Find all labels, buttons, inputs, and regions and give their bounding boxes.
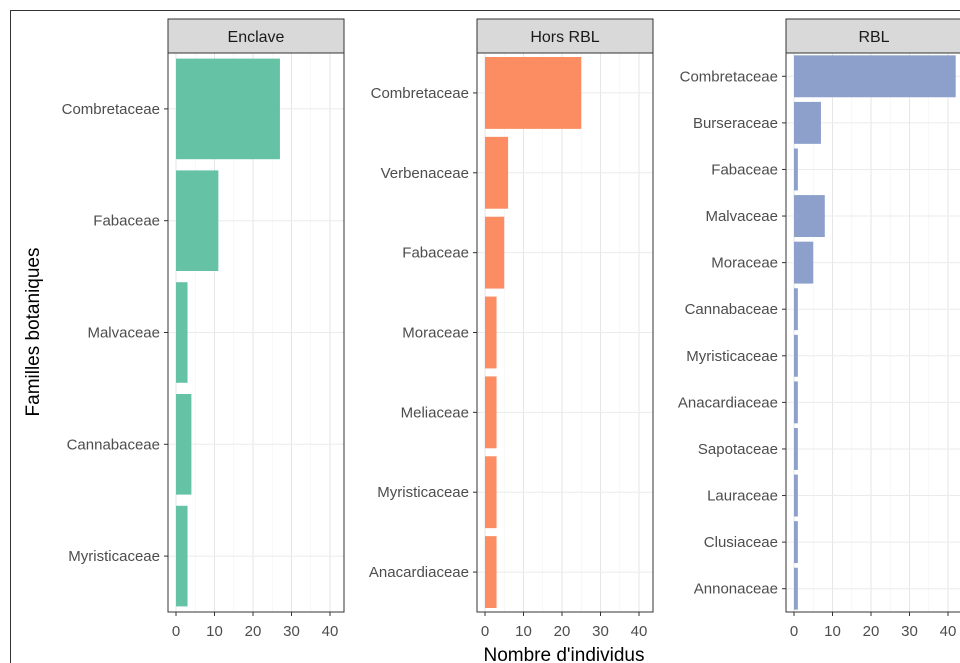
x-tick-label: 0 [790,623,798,640]
bar-myristicaceae [176,505,188,607]
bar-anacardiaceae [794,381,798,424]
y-tick-label: Fabaceae [93,213,160,230]
y-tick-label: Combretaceae [371,85,469,102]
y-tick-label: Malvaceae [705,208,778,225]
bar-verbenaceae [485,136,509,209]
bar-fabaceae [176,170,219,272]
x-tick-label: 40 [631,623,648,640]
bar-cannabaceae [176,393,192,495]
bar-sapotaceae [794,427,798,470]
y-tick-label: Fabaceae [402,245,469,262]
bar-moraceae [485,296,497,369]
bar-meliaceae [485,376,497,449]
bar-malvaceae [176,282,188,383]
y-tick-label: Myristicaceae [377,484,469,501]
y-tick-label: Lauraceae [707,488,778,505]
x-tick-label: 10 [515,623,532,640]
y-tick-label: Myristicaceae [68,548,160,565]
x-axis-title: Nombre d'individus [484,645,645,663]
facet-rbl: RBL Combretaceae Burseraceae Fabaceae Malvac… [678,18,960,640]
facet-strip [785,18,960,54]
x-tick-label: 0 [481,623,489,640]
panel-border [785,52,960,613]
bar-combretaceae [176,58,280,160]
y-tick-label: Combretaceae [680,68,778,85]
bar-lauraceae [794,474,798,517]
facet-panels: Enclave Combretaceae Fabaceae Malvaceae Cann… [62,18,960,640]
bar-annonaceae [794,567,798,610]
y-tick-label: Fabaceae [711,161,778,178]
facet-strip-label: RBL [858,29,889,46]
x-tick-label: 10 [824,623,841,640]
bar-myristicaceae [794,334,798,377]
x-tick-label: 20 [554,623,571,640]
y-tick-label: Clusiaceae [704,534,778,551]
bar-combretaceae [485,56,582,129]
y-tick-label: Anacardiaceae [678,394,778,411]
x-tick-label: 40 [940,623,957,640]
x-tick-label: 0 [172,623,180,640]
facet-hors-rbl: Hors RBL Combretaceae Verbenaceae Fabaceae M… [369,18,654,640]
bar-fabaceae [485,216,505,289]
y-tick-label: Combretaceae [62,101,160,118]
x-tick-label: 30 [901,623,918,640]
x-tick-label: 40 [322,623,339,640]
facet-strip [476,18,654,54]
bar-burseraceae [794,101,821,144]
y-tick-label: Burseraceae [693,115,778,132]
panel-border [476,52,654,613]
facet-strip [167,18,345,54]
bar-fabaceae [794,148,798,191]
bar-moraceae [794,241,814,284]
y-tick-label: Cannabaceae [67,436,160,453]
x-tick-label: 10 [206,623,223,640]
facet-strip-label: Enclave [228,29,285,46]
panel-background [786,53,960,612]
facet-strip-label: Hors RBL [530,29,599,46]
y-tick-label: Cannabaceae [685,301,778,318]
y-tick-label: Myristicaceae [686,348,778,365]
y-tick-label: Moraceae [711,255,778,272]
y-tick-label: Malvaceae [87,325,160,342]
x-tick-label: 30 [283,623,300,640]
bar-cannabaceae [794,288,798,331]
x-tick-label: 20 [245,623,262,640]
y-tick-label: Moraceae [402,325,469,342]
bar-anacardiaceae [485,536,497,609]
bar-combretaceae [794,55,956,98]
y-tick-label: Anacardiaceae [369,564,469,581]
panel-border [167,52,345,613]
y-axis-title: Familles botaniques [23,248,44,417]
y-tick-label: Annonaceae [694,581,778,598]
y-tick-label: Sapotaceae [698,441,778,458]
y-tick-label: Meliaceae [401,404,469,421]
facet-enclave: Enclave Combretaceae Fabaceae Malvaceae Cann… [62,18,345,640]
x-tick-label: 30 [592,623,609,640]
bar-myristicaceae [485,456,497,529]
bar-clusiaceae [794,521,798,564]
x-tick-label: 20 [863,623,880,640]
y-tick-label: Verbenaceae [381,165,469,182]
bar-malvaceae [794,195,825,238]
